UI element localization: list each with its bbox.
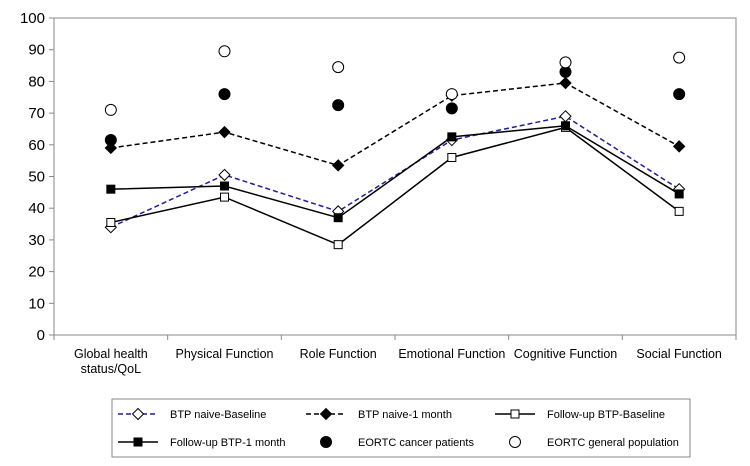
legend-marker (509, 436, 521, 448)
series-2 (106, 122, 684, 250)
legend-marker (319, 407, 333, 421)
legend-item: BTP naive-1 month (306, 407, 452, 421)
data-point (331, 159, 345, 172)
data-point (559, 76, 572, 90)
y-tick-label: 50 (28, 169, 45, 186)
data-point (104, 134, 117, 147)
legend-label: EORTC cancer patients (358, 437, 474, 449)
legend-box (111, 398, 691, 458)
series-line (110, 82, 680, 167)
data-point (218, 125, 231, 139)
y-tick-label: 30 (28, 232, 45, 249)
data-point (220, 181, 229, 191)
data-point (333, 213, 343, 223)
series-3 (106, 121, 684, 223)
x-category-label: Social Function (636, 347, 722, 361)
legend-label: BTP naive-1 month (358, 409, 452, 421)
legend-marker (510, 409, 520, 419)
legend-marker (133, 437, 143, 447)
y-tick-label: 80 (28, 73, 45, 90)
data-point (673, 88, 686, 101)
legend-item: Follow-up BTP-Baseline (495, 409, 665, 421)
y-tick-label: 10 (28, 295, 45, 312)
data-point (672, 140, 686, 153)
series-layer (104, 45, 686, 250)
data-point (218, 168, 231, 182)
series-0 (104, 110, 686, 234)
legend-label: EORTC general population (547, 437, 679, 449)
x-category-label: status/QoL (81, 362, 141, 376)
data-point (561, 121, 570, 131)
y-tick-label: 100 (20, 10, 45, 27)
legend-label: BTP naive-Baseline (170, 409, 266, 421)
legend-label: Follow-up BTP-Baseline (547, 409, 665, 421)
legend-item: BTP naive-Baseline (118, 407, 266, 421)
y-tick-label: 20 (28, 264, 45, 281)
data-point (559, 110, 572, 123)
x-category-label: Global health (74, 347, 148, 361)
series-line (110, 125, 680, 219)
legend-marker (320, 436, 332, 448)
data-point (106, 217, 116, 227)
series-line (110, 126, 680, 246)
legend-item: Follow-up BTP-1 month (118, 437, 286, 449)
legend-marker (131, 407, 145, 421)
data-point (332, 61, 345, 74)
y-tick-label: 90 (28, 42, 45, 59)
data-point (218, 45, 231, 58)
data-point (559, 56, 572, 69)
axes: 0 10 20 30 40 50 60 70 80 90 100 Global healthstatu… (20, 10, 737, 376)
legend-label: Follow-up BTP-1 month (170, 437, 286, 449)
data-point (447, 152, 457, 162)
x-category-label: Emotional Function (398, 347, 505, 361)
data-point (674, 189, 684, 199)
data-point (220, 192, 229, 202)
x-category-label: Role Function (300, 347, 377, 361)
data-point (447, 132, 457, 142)
data-point (445, 88, 458, 101)
y-tick-label: 40 (28, 200, 45, 217)
data-point (445, 102, 458, 115)
data-point (674, 206, 684, 216)
series-4 (104, 65, 686, 147)
data-point (104, 103, 117, 116)
x-category-label: Physical Function (176, 347, 274, 361)
y-tick-label: 60 (28, 137, 45, 154)
legend-item: EORTC general population (509, 436, 679, 449)
data-point (218, 88, 231, 101)
x-category-label: Cognitive Function (514, 347, 618, 361)
series-5 (104, 45, 686, 116)
data-point (333, 240, 343, 250)
y-tick-label: 70 (28, 105, 45, 122)
data-point (673, 51, 686, 64)
data-point (106, 184, 116, 194)
y-tick-label: 0 (37, 327, 45, 344)
legend-item: EORTC cancer patients (320, 436, 474, 449)
data-point (332, 99, 345, 112)
legend: BTP naive-Baseline BTP naive-1 month Follo… (111, 398, 691, 458)
series-line (110, 115, 680, 228)
series-1 (104, 76, 686, 172)
